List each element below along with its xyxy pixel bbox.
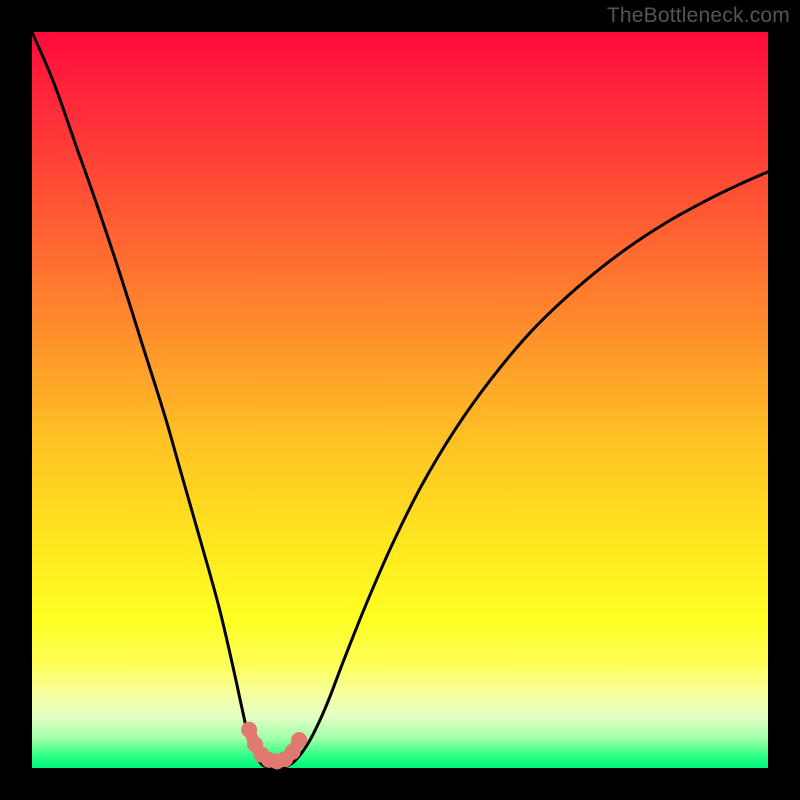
bottleneck-chart bbox=[0, 0, 800, 800]
valley-marker-dot bbox=[291, 732, 307, 748]
valley-marker-dot bbox=[241, 722, 257, 738]
plot-area bbox=[32, 32, 768, 768]
chart-stage: TheBottleneck.com bbox=[0, 0, 800, 800]
